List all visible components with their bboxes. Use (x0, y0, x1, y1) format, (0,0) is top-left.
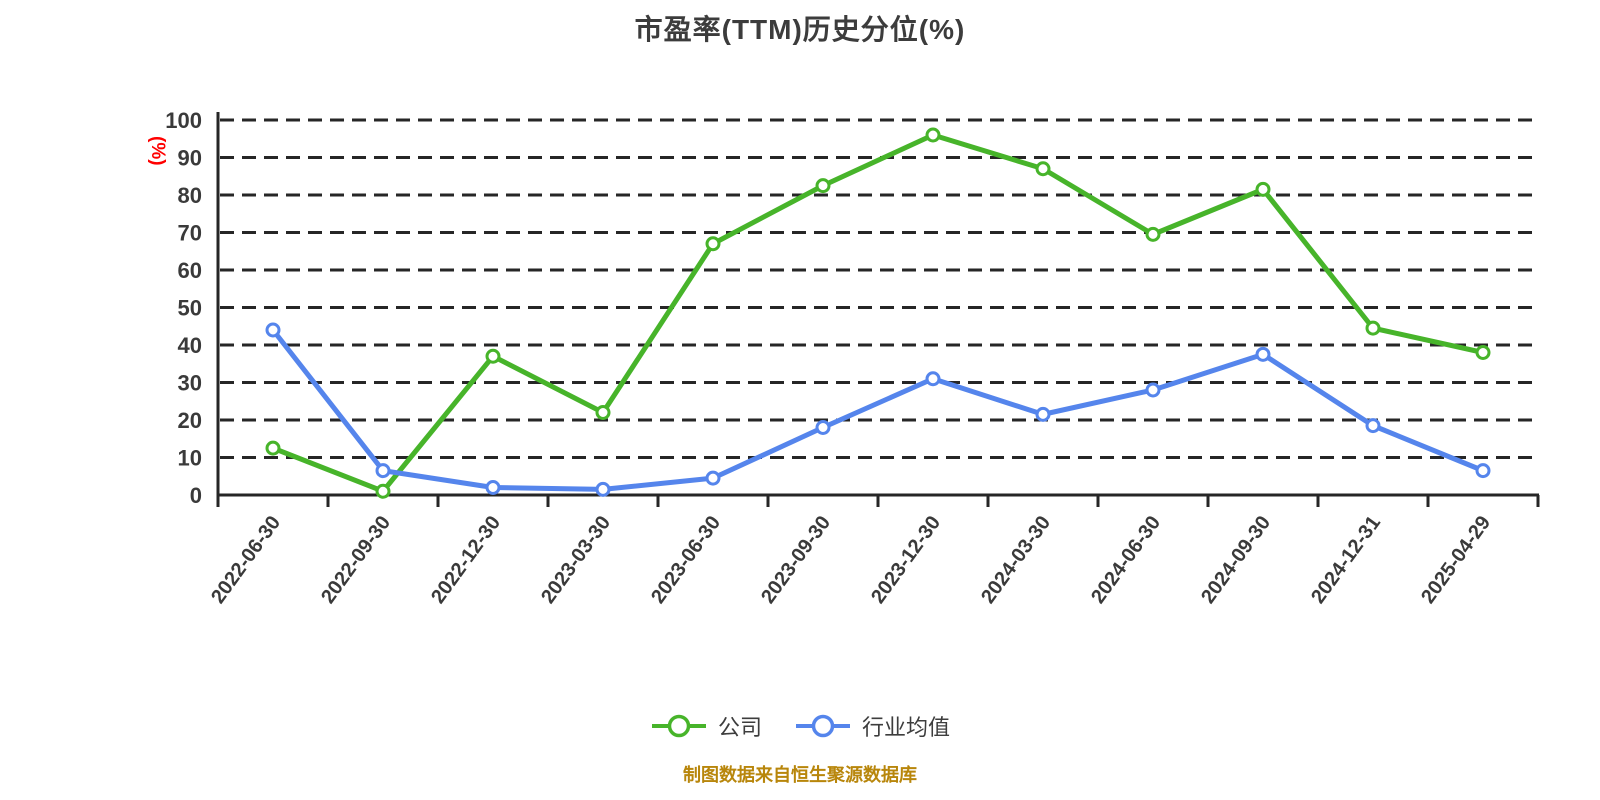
x-axis-label: 2022-12-30 (427, 512, 505, 608)
x-axis-labels: 2022-06-30 2022-09-30 2022-12-30 2023-03-30… (207, 512, 1495, 608)
y-axis-label: 90 (178, 146, 202, 171)
data-source-note: 制图数据来自恒生聚源数据库 (683, 765, 917, 785)
axes (216, 112, 1540, 507)
industry-line-marker-icon (796, 714, 850, 738)
y-axis-label: 30 (178, 371, 202, 396)
y-axis-unit-label: (%) (147, 136, 168, 166)
legend-label-company: 公司 (717, 715, 762, 740)
y-axis-label: 70 (178, 221, 202, 246)
company-data-point (595, 405, 611, 420)
y-axis-label: 80 (178, 183, 202, 208)
industry-data-point (1255, 346, 1271, 362)
company-data-point (265, 440, 281, 456)
x-axis-label: 2024-03-30 (977, 512, 1055, 608)
y-axis-label: 60 (178, 258, 202, 283)
industry-data-point (1475, 463, 1491, 479)
legend-item-company[interactable]: 公司 (650, 710, 762, 742)
industry-series (265, 322, 1491, 497)
company-data-point (1255, 181, 1271, 197)
y-axis-label: 50 (178, 296, 202, 321)
industry-data-point (595, 481, 611, 497)
industry-data-point (1035, 406, 1051, 422)
chart-title: 市盈率(TTM)历史分位(%) (634, 14, 966, 45)
x-axis-label: 2024-12-31 (1307, 512, 1385, 608)
company-data-point (485, 348, 501, 364)
industry-data-point (485, 480, 501, 495)
company-data-point (1035, 161, 1051, 177)
y-axis-label: 40 (178, 333, 202, 358)
x-axis-label: 2023-06-30 (647, 512, 725, 608)
x-axis-label: 2023-12-30 (867, 512, 945, 608)
x-axis-label: 2024-09-30 (1197, 512, 1275, 608)
industry-data-point (1145, 382, 1161, 398)
company-data-point (1475, 345, 1491, 360)
x-axis-label: 2022-06-30 (207, 512, 285, 608)
y-axis-label: 100 (165, 108, 202, 133)
chart-legend: 公司 行业均值 (0, 710, 1600, 742)
x-axis-label: 2022-09-30 (317, 512, 395, 608)
company-data-point (925, 127, 941, 143)
industry-data-point (265, 322, 281, 338)
legend-item-industry-average[interactable]: 行业均值 (794, 710, 950, 742)
industry-data-point (375, 463, 391, 479)
industry-series-line (270, 327, 1486, 492)
x-axis-label: 2024-06-30 (1087, 512, 1165, 608)
industry-data-point (1365, 418, 1381, 434)
company-series (265, 127, 1491, 499)
x-axis-label: 2023-09-30 (757, 512, 835, 608)
y-axis-label: 20 (178, 408, 202, 433)
industry-data-point (925, 371, 941, 387)
company-series-line (270, 132, 1486, 494)
company-data-point (815, 178, 831, 194)
legend-label-industry-average: 行业均值 (862, 715, 951, 740)
company-data-point (1365, 320, 1381, 336)
company-data-point (705, 236, 721, 252)
y-axis-label: 0 (190, 483, 202, 508)
company-line-marker-icon (651, 714, 706, 738)
x-axis-label: 2023-03-30 (537, 512, 615, 608)
industry-data-point (705, 470, 721, 486)
industry-data-point (815, 420, 831, 435)
x-axis-label: 2025-04-29 (1417, 512, 1495, 608)
company-data-point (1145, 226, 1161, 242)
y-axis-label: 10 (178, 446, 202, 471)
company-data-point (375, 483, 391, 499)
y-axis-labels: 0 10 20 30 40 50 60 70 80 90 100 (165, 108, 202, 508)
